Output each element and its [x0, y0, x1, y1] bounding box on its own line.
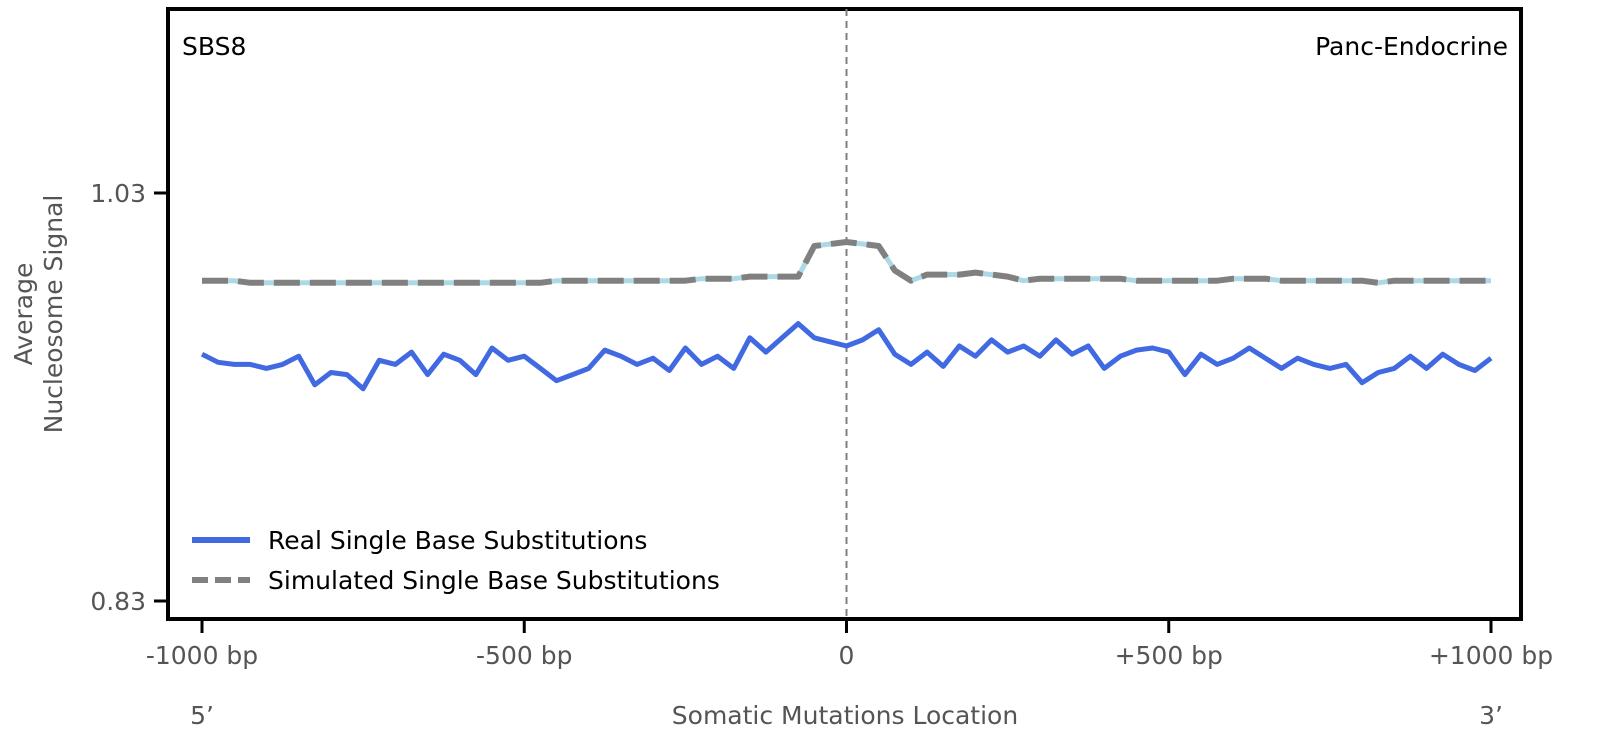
- y-axis-title-line-2: Nucleosome Signal: [39, 195, 68, 434]
- x-axis-title: Somatic Mutations Location: [672, 701, 1018, 730]
- x-tick-label-0: -1000 bp: [146, 641, 258, 670]
- x-tick-label-1: -500 bp: [476, 641, 572, 670]
- series-layer: [200, 239, 1493, 392]
- y-tick-label-1: 0.83: [90, 587, 146, 616]
- signature-label: SBS8: [182, 32, 246, 61]
- series-line-real: [200, 321, 1493, 392]
- tissue-label: Panc-Endocrine: [1315, 32, 1508, 61]
- x-axis-ticks: -1000 bp -500 bp 0 +500 bp +1000 bp: [146, 621, 1553, 670]
- y-tick-label-0: 1.03: [90, 179, 146, 208]
- five-prime-label: 5’: [190, 701, 214, 730]
- x-tick-label-2: 0: [839, 641, 855, 670]
- y-axis-title-line-1: Average: [9, 263, 38, 366]
- plot-frame: [166, 7, 1523, 621]
- three-prime-label: 3’: [1479, 701, 1503, 730]
- x-tick-label-4: +1000 bp: [1429, 641, 1553, 670]
- series-line-simulated: [202, 239, 1491, 286]
- x-tick-label-3: +500 bp: [1115, 641, 1223, 670]
- y-axis-ticks: 1.03 0.83: [90, 179, 166, 616]
- legend: Real Single Base Substitutions Simulated…: [192, 526, 720, 595]
- legend-label-simulated: Simulated Single Base Substitutions: [268, 566, 720, 595]
- legend-label-real: Real Single Base Substitutions: [268, 526, 647, 555]
